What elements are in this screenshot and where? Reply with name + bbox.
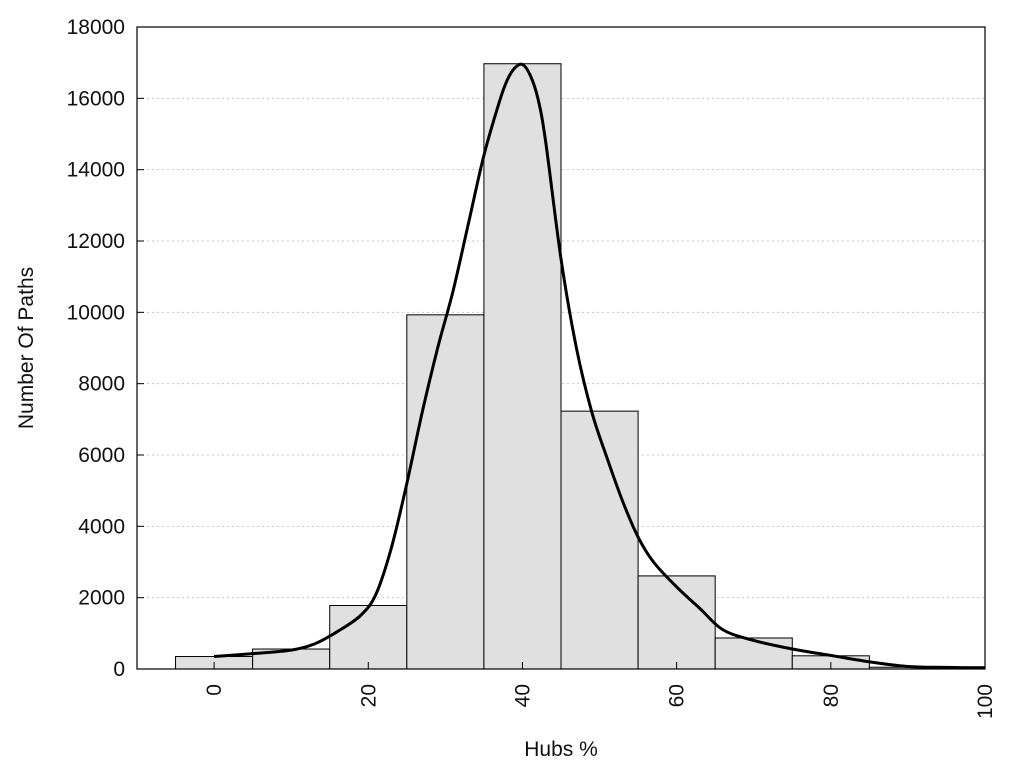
x-tick-label: 20 [357, 684, 380, 707]
x-tick-label: 0 [203, 684, 226, 696]
y-tick-label: 0 [113, 658, 125, 681]
fit-curve [213, 62, 986, 670]
grid-lines [137, 97, 985, 599]
y-tick-label: 18000 [67, 16, 125, 39]
histogram-bar [483, 63, 562, 670]
y-tick-label: 8000 [78, 373, 125, 396]
x-tick-label: 60 [666, 684, 689, 707]
histogram-bar [714, 637, 793, 670]
x-tick-label: 100 [974, 684, 997, 719]
y-axis-ticks: 0 2000 4000 6000 8000 10000 12000 14000 16000 180… [67, 16, 144, 681]
y-tick-label: 12000 [67, 230, 125, 253]
y-tick-label: 14000 [67, 159, 125, 182]
histogram-bar [406, 314, 485, 670]
histogram-bar [329, 605, 408, 670]
x-axis-title: Hubs % [524, 738, 598, 761]
histogram-bar [637, 575, 716, 670]
x-tick-label: 80 [820, 684, 843, 707]
x-tick-label: 40 [511, 684, 534, 707]
plot-frame [136, 26, 986, 670]
bars [175, 63, 947, 670]
y-axis-title: Number Of Paths [15, 267, 38, 429]
histogram-bar [560, 410, 639, 670]
y-tick-label: 10000 [67, 301, 125, 324]
y-tick-label: 6000 [78, 444, 125, 467]
distribution-curve [213, 62, 986, 670]
y-tick-label: 16000 [67, 87, 125, 110]
y-tick-label: 4000 [78, 515, 125, 538]
y-tick-label: 2000 [78, 587, 125, 610]
x-axis-ticks: 0 20 40 60 80 100 [203, 662, 997, 719]
